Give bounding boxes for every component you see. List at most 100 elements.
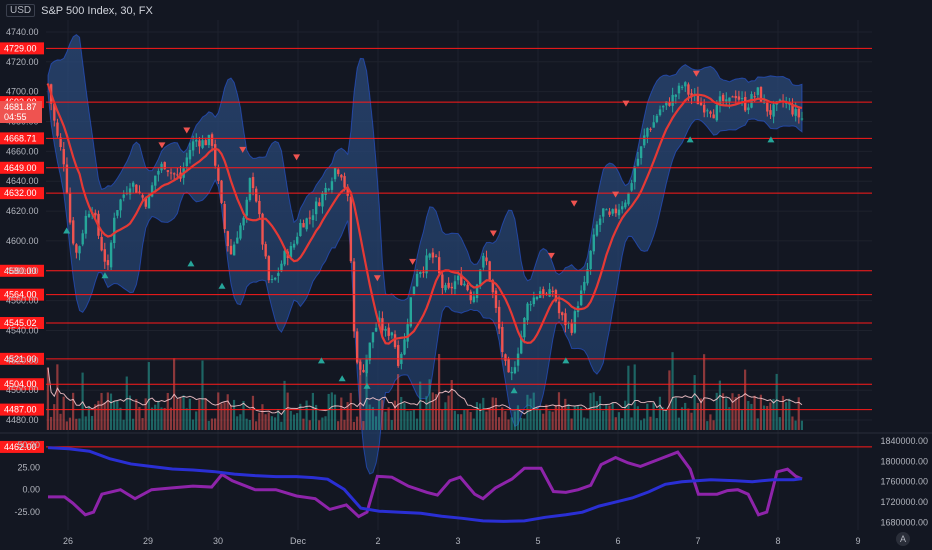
volume-bar: [409, 410, 412, 430]
candle-body: [333, 167, 337, 180]
volume-bar: [520, 417, 523, 430]
osc-right-tick: 1840000.00: [880, 436, 928, 446]
volume-bar: [709, 414, 712, 430]
candle-body: [299, 222, 302, 237]
volume-bar: [627, 365, 630, 430]
candle-body: [614, 208, 618, 214]
down-signal-marker: [612, 191, 620, 198]
auto-scale-button[interactable]: A: [896, 532, 910, 546]
candle-body: [154, 175, 157, 186]
volume-bar: [475, 402, 479, 430]
volume-bar: [485, 411, 488, 430]
y-tick-label: 4500.00: [6, 385, 39, 395]
volume-bar: [406, 411, 409, 430]
volume-bar: [788, 398, 791, 430]
candle-body: [744, 96, 747, 111]
volume-bar: [548, 410, 551, 430]
candle-body: [280, 263, 283, 272]
down-signal-marker: [158, 142, 166, 149]
volume-bar: [583, 417, 586, 430]
volume-bar: [166, 392, 169, 430]
candle-body: [431, 252, 435, 258]
y-tick-label: 4720.00: [6, 57, 39, 67]
band-area: [47, 34, 803, 475]
level-label-bg: [0, 264, 44, 277]
volume-bar: [570, 418, 573, 430]
chart-header: USD S&P 500 Index, 30, FX: [6, 4, 153, 17]
symbol-title[interactable]: S&P 500 Index, 30, FX: [41, 4, 153, 17]
candle-body: [267, 256, 271, 281]
volume-bar: [646, 403, 649, 430]
candle-body: [210, 134, 214, 146]
moving-average: [46, 83, 803, 345]
oscillator-line: [48, 450, 803, 519]
candle-body: [706, 110, 709, 112]
candle-body: [447, 282, 450, 288]
volume-bar: [652, 402, 655, 430]
candle-body: [412, 286, 416, 296]
volume-bar: [217, 392, 220, 430]
candle-body: [526, 303, 529, 321]
candle-body: [314, 201, 318, 215]
candle-body: [598, 218, 602, 225]
currency-badge[interactable]: USD: [6, 4, 36, 17]
volume-bar: [381, 400, 384, 430]
level-label-bg: [0, 403, 44, 416]
candle-body: [261, 213, 264, 245]
volume-bar: [78, 418, 81, 430]
volume-bar: [302, 418, 305, 430]
candle-body: [232, 244, 236, 256]
volume-bar: [526, 394, 529, 430]
volume-bar: [557, 392, 561, 430]
volume-bar: [444, 402, 447, 430]
volume-bar: [122, 419, 125, 430]
candle-body: [602, 208, 605, 217]
volume-bar: [400, 396, 403, 430]
candle-body: [684, 82, 687, 87]
volume-bar: [775, 373, 778, 430]
volume-bar: [523, 418, 526, 430]
candle-body: [668, 102, 671, 106]
volume-bar: [620, 418, 624, 430]
candle-body: [466, 284, 469, 291]
candle-body: [674, 94, 678, 97]
candle-body: [643, 135, 646, 146]
volume-bar: [390, 420, 393, 430]
osc-right-tick: 1720000.00: [880, 497, 928, 507]
candle-body: [712, 114, 715, 119]
volume-bar: [378, 400, 381, 430]
candle-body: [485, 257, 488, 262]
volume-bar: [422, 409, 425, 430]
volume-bar: [289, 410, 292, 430]
candle-body: [53, 104, 56, 121]
volume-bar: [220, 403, 223, 430]
level-label-bg: [0, 132, 44, 145]
candle-body: [595, 224, 599, 236]
volume-bar: [579, 407, 583, 430]
candle-body: [362, 369, 365, 373]
candle-body: [337, 169, 340, 175]
candle-body: [81, 233, 84, 245]
candle-body: [482, 255, 485, 268]
volume-bar: [144, 398, 147, 430]
osc-left-tick: -25.00: [14, 507, 40, 517]
volume-bar: [687, 408, 690, 430]
volume-bar: [267, 412, 270, 430]
volume-bar: [340, 397, 343, 430]
volume-bar: [154, 404, 157, 430]
candle-body: [617, 209, 621, 216]
volume-bar: [135, 398, 138, 430]
candle-body: [283, 250, 286, 265]
candle-body: [305, 218, 308, 230]
candle-body: [756, 87, 760, 95]
volume-bar: [343, 419, 346, 430]
candle-body: [529, 304, 532, 306]
candle-body: [513, 367, 517, 374]
candle-body: [403, 339, 406, 355]
volume-bar: [365, 354, 368, 430]
volume-bar: [355, 416, 359, 430]
volume-bar: [759, 394, 762, 430]
volume-bar: [516, 405, 520, 430]
candle-body: [731, 96, 734, 98]
up-signal-marker: [218, 282, 226, 289]
